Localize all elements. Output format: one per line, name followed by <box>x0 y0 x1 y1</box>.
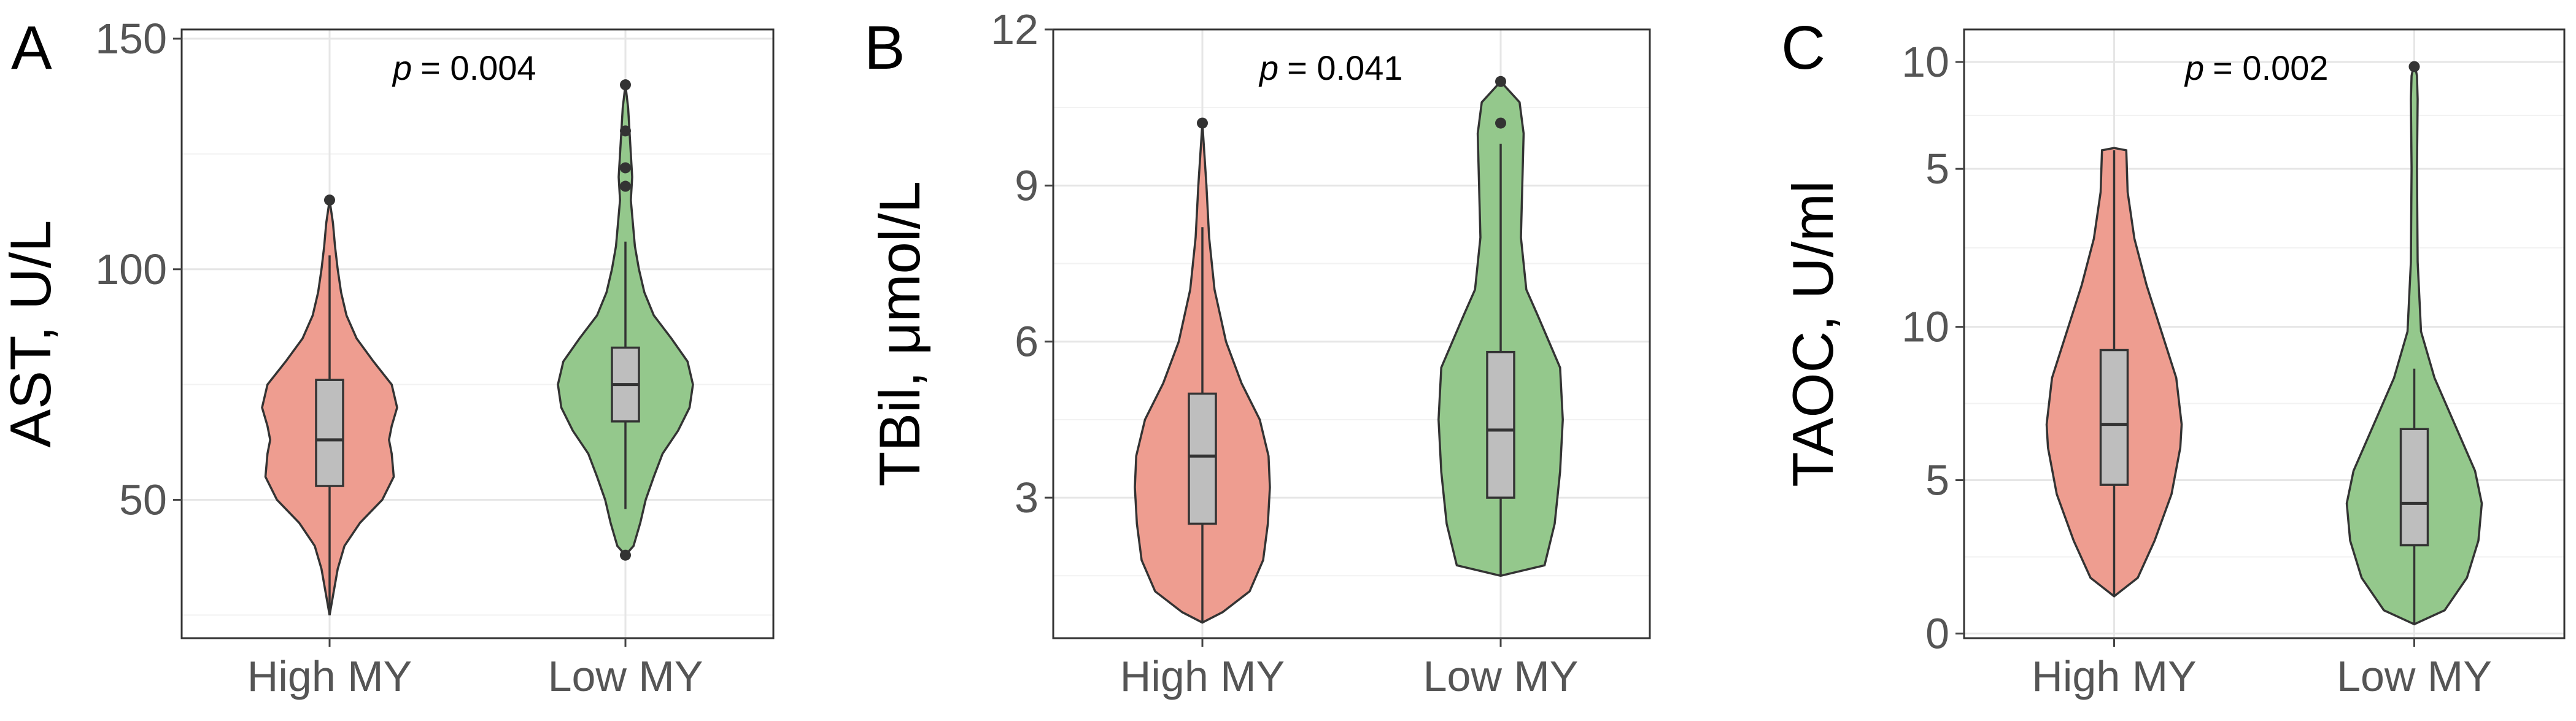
outlier-point <box>324 195 335 206</box>
x-tick-label: High MY <box>247 652 412 700</box>
plot-frame <box>1052 28 1651 639</box>
iqr-box <box>315 379 344 487</box>
plot-frame <box>1963 28 2566 639</box>
iqr-box <box>2399 428 2429 547</box>
outlier-point <box>2408 61 2420 72</box>
y-tick-label: 6 <box>1015 318 1039 366</box>
outlier-point <box>1495 117 1506 129</box>
plot-background <box>182 29 773 638</box>
outlier-point <box>1495 75 1506 87</box>
plot-frame <box>180 28 775 639</box>
y-tick-label: 5 <box>1925 145 1949 193</box>
outlier-point <box>620 79 631 91</box>
p-value-annotation: p = 0.002 <box>2184 48 2329 87</box>
outlier-point <box>620 162 631 174</box>
p-value-annotation: p = 0.041 <box>1258 48 1403 87</box>
p-symbol: p <box>2184 48 2204 87</box>
y-tick-label: 12 <box>991 6 1039 53</box>
iqr-box <box>2099 349 2129 486</box>
y-tick-label: 50 <box>119 476 167 524</box>
x-tick-label: High MY <box>1120 652 1285 700</box>
iqr-box <box>1188 392 1217 525</box>
y-axis-title: AST, U/L <box>0 220 63 448</box>
panel-b: 3 6 9 12 High MY Low MY TBil, μmol/L B p = 0.041 <box>864 6 1651 700</box>
y-tick-label: 100 <box>95 245 167 293</box>
p-value-annotation: p = 0.004 <box>392 48 536 87</box>
p-value: = 0.004 <box>420 48 536 87</box>
y-tick-label: 5 <box>1925 457 1949 504</box>
x-tick-label: Low MY <box>548 652 703 700</box>
y-axis-title: TAOC, U/ml <box>1781 180 1845 487</box>
p-symbol: p <box>1258 48 1278 87</box>
y-tick-label: 150 <box>95 15 167 63</box>
outlier-point <box>620 549 631 561</box>
x-tick-label: High MY <box>2032 652 2196 700</box>
panel-letter: A <box>11 13 52 82</box>
y-tick-label: 10 <box>1901 303 1949 351</box>
outlier-point <box>1197 117 1208 129</box>
p-value: = 0.002 <box>2213 48 2328 87</box>
panel-letter: C <box>1781 13 1825 82</box>
panel-letter: B <box>864 13 905 82</box>
y-tick-label: 10 <box>1901 38 1949 86</box>
outlier-point <box>620 180 631 192</box>
y-tick-label: 9 <box>1015 161 1039 209</box>
p-symbol: p <box>392 48 412 87</box>
outlier-point <box>620 125 631 137</box>
y-tick-label: 0 <box>1925 609 1949 657</box>
panel-a: 50 100 150 High MY Low MY AST, U/L A p = 0.004 <box>0 13 775 700</box>
y-axis-title: TBil, μmol/L <box>867 181 932 487</box>
x-tick-label: Low MY <box>2337 652 2492 700</box>
y-tick-label: 3 <box>1015 474 1039 522</box>
p-value: = 0.041 <box>1287 48 1402 87</box>
x-tick-label: Low MY <box>1423 652 1579 700</box>
iqr-box <box>1486 350 1515 499</box>
panel-c: 0 5 10 5 10 High MY Low MY TAOC, U/ml C p = 0.002 <box>1781 13 2566 700</box>
